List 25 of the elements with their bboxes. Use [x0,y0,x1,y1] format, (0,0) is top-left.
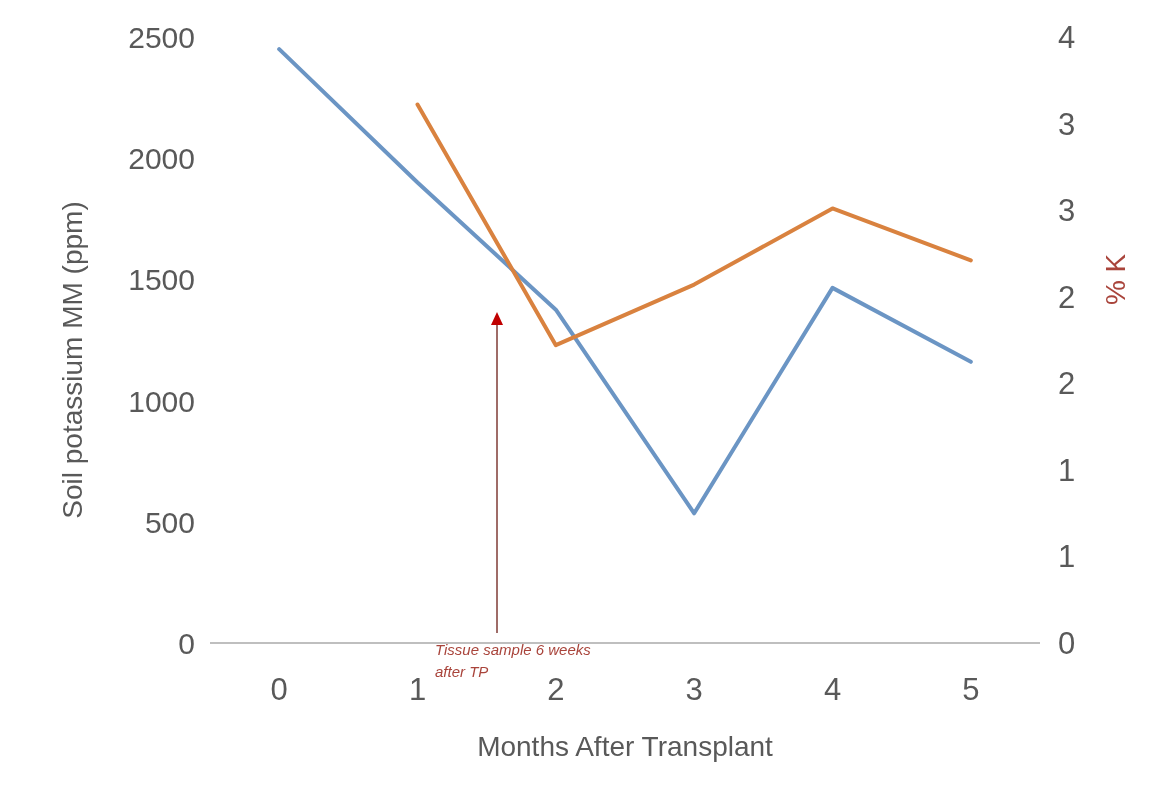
x-tick-label: 4 [823,672,842,707]
x-tick-label: 2 [547,672,565,707]
y2-tick-label: 3 [1058,193,1076,229]
y2-tick-label: 0 [1058,626,1076,661]
y2-tick-label: 2 [1058,366,1076,402]
y2-axis-title: % K [1100,253,1131,306]
y-tick-label: 1000 [128,384,195,418]
line-series [415,102,973,348]
y2-tick-label: 1 [1058,539,1076,575]
x-tick-label: 5 [962,672,980,707]
x-tick-label: 0 [270,672,288,707]
line-series [277,47,973,516]
y2-tick-label: 1 [1058,452,1076,488]
x-axis-title: Months After Transplant [477,731,774,762]
y-tick-label: 500 [144,505,195,539]
y-tick-label: 0 [178,627,195,660]
y-tick-label: 2000 [128,142,195,176]
y-tick-label: 2500 [128,21,195,54]
y-tick-label: 1500 [128,263,195,297]
x-tick-label: 1 [408,672,427,707]
y2-tick-label: 2 [1058,279,1076,315]
y-axis-title: Soil potassium MM (ppm) [57,201,88,519]
y2-tick-label: 3 [1058,106,1076,142]
x-tick-label: 3 [685,672,703,707]
y2-tick-label: 4 [1058,20,1076,55]
